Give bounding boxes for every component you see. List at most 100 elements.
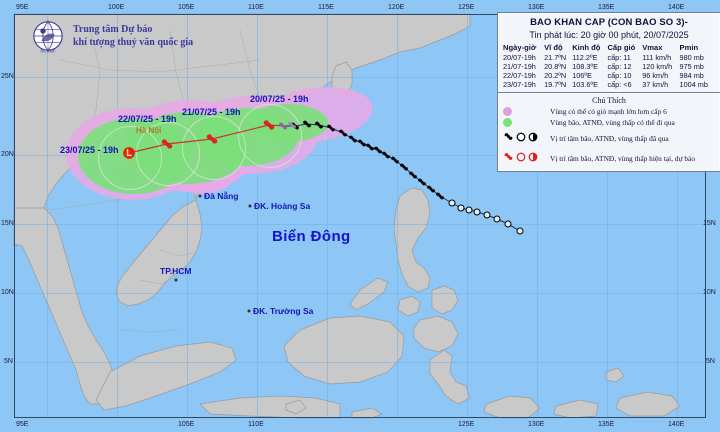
lon-tick-label: 140E (668, 4, 685, 11)
lat-tick-label: 5N (4, 358, 13, 365)
lon-tick-label: 100E (108, 4, 125, 11)
black-cyclone-icon (381, 150, 392, 161)
open-circle-icon (473, 208, 481, 216)
lat-tick-label: 10N (1, 289, 14, 296)
green-circle-icon (503, 118, 512, 127)
cell-datetime: 22/07-19h (503, 71, 536, 80)
purple-circle-icon (503, 107, 512, 116)
legend-label: Vị trí tâm bão, ATNĐ, vùng thấp đã qua (550, 133, 669, 143)
legend-icons (503, 118, 545, 127)
lat-tick-label: 20N (1, 151, 14, 158)
city-dot-danang (198, 194, 202, 198)
black-cyclone-icon (435, 191, 446, 202)
lat-tick-label: 15N (703, 220, 716, 227)
table-row: 23/07-19h 19.7ºN 103.6ºE cấp: <6 37 km/h… (503, 80, 715, 89)
open-circle-icon (516, 227, 524, 235)
lon-tick-label: 110E (248, 4, 264, 11)
legend-label: Vùng bão, ATNĐ, vùng thấp có thể đi qua (550, 118, 675, 127)
cell-latitude: 20.8ºN (544, 62, 567, 71)
lat-tick-label: 25N (1, 73, 14, 80)
lon-tick-label: 135E (598, 4, 615, 11)
cell-windlevel: cấp: <6 (607, 80, 632, 89)
legend-row-past-positions: Vị trí tâm bão, ATNĐ, vùng thấp đã qua (503, 129, 715, 147)
open-circle-icon (504, 220, 512, 228)
lon-tick-label: 130E (528, 421, 545, 428)
sea-label-bien-dong: Biển Đông (272, 228, 351, 245)
lon-tick-label: 95E (16, 4, 29, 11)
table-row: 22/07-19h 20.2ºN 106ºE cấp: 10 96 km/h 9… (503, 71, 715, 80)
lon-tick-label: 105E (178, 421, 195, 428)
black-cyclone-icon (302, 119, 313, 130)
cell-pmin: 984 mb (679, 71, 704, 80)
legend-label: Vùng có thể có gió mạnh lớn hơn cấp 6 (550, 107, 667, 116)
lat-tick-label: 15N (1, 220, 14, 227)
lon-tick-label: 110E (248, 421, 264, 428)
svg-text:NCHMF: NCHMF (40, 49, 55, 54)
col-windlevel: Cấp gió (607, 43, 636, 52)
island-dot-truongsa (247, 309, 251, 313)
cell-pmin: 1004 mb (679, 80, 708, 89)
cell-longitude: 112.2ºE (572, 53, 598, 62)
open-circle-icon (457, 204, 465, 212)
col-latitude: Vĩ độ (544, 43, 563, 52)
legend-row-current-forecast: Vị trí tâm bão, ATNĐ, vùng thấp hiện tại… (503, 149, 715, 167)
track-date-label-23-07: 23/07/25 - 19h (60, 145, 119, 155)
black-cyclone-icon (408, 170, 419, 181)
cell-longitude: 103.6ºE (572, 80, 598, 89)
cell-latitude: 19.7ºN (544, 80, 567, 89)
black-cyclone-icon (348, 134, 359, 145)
cell-windlevel: cấp: 11 (607, 53, 631, 62)
agency-name-line1: Trung tâm Dự báo (73, 23, 153, 35)
black-cyclone-icon (314, 120, 325, 131)
track-date-label-21-07: 21/07/25 - 19h (182, 107, 241, 117)
lon-tick-label: 120E (388, 4, 405, 11)
purple-cyclone-icon (278, 121, 289, 132)
col-datetime: Ngày-giờ (503, 43, 537, 52)
city-label-danang: Đà Nẵng (204, 191, 239, 201)
legend-row-warning-area: Vùng có thể có gió mạnh lớn hơn cấp 6 (503, 107, 715, 116)
cell-vmax: 37 km/h (642, 80, 669, 89)
lon-tick-label: 115E (318, 4, 334, 11)
cell-windlevel: cấp: 10 (607, 71, 632, 80)
black-cyclone-icon (503, 129, 514, 147)
cell-vmax: 96 km/h (642, 71, 669, 80)
cell-windlevel: cấp: 12 (607, 62, 632, 71)
agency-header: NCHMF Trung tâm Dự báo khí tượng thuỷ vă… (28, 16, 193, 56)
red-cyclone-icon (503, 149, 514, 167)
island-label-hoangsa: ĐK. Hoàng Sa (254, 201, 311, 211)
black-half-circle-icon (528, 129, 538, 147)
purple-cyclone-icon (287, 120, 298, 131)
black-cyclone-icon (357, 138, 368, 149)
lon-tick-label: 135E (598, 421, 615, 428)
table-header-row: Ngày-giờ Vĩ độ Kinh độ Cấp gió Vmax Pmin (503, 43, 715, 53)
lon-tick-label: 125E (458, 4, 475, 11)
black-cyclone-icon (326, 123, 337, 134)
storm-info-panel: BAO KHAN CAP (CON BAO SO 3)- Tin phát lú… (497, 12, 720, 95)
cell-latitude: 21.7ºN (544, 53, 567, 62)
red-circle-icon (516, 149, 526, 167)
red-cyclone-icon-forecast (205, 132, 219, 146)
table-row: 21/07-19h 20.8ºN 108.3ºE cấp: 12 120 km/… (503, 62, 715, 71)
cell-vmax: 111 km/h (642, 53, 672, 62)
panel-title: BAO KHAN CAP (CON BAO SO 3)- (530, 17, 688, 28)
legend-row-path-area: Vùng bão, ATNĐ, vùng thấp có thể đi qua (503, 118, 715, 127)
legend-icons (503, 107, 545, 116)
legend-label: Vị trí tâm bão, ATNĐ, vùng thấp hiện tại… (550, 153, 696, 163)
open-circle-icon (448, 199, 456, 207)
cell-datetime: 21/07-19h (503, 62, 536, 71)
globe-logo-icon: NCHMF (28, 16, 68, 56)
lon-tick-label: 125E (458, 421, 475, 428)
black-cyclone-icon (365, 142, 376, 153)
legend-panel: Chú Thích Vùng có thể có gió mạnh lớn hơ… (497, 92, 720, 172)
city-label-hanoi: Hà Nội (136, 126, 162, 135)
track-date-label-22-07: 22/07/25 - 19h (118, 114, 177, 124)
forecast-table: Ngày-giờ Vĩ độ Kinh độ Cấp gió Vmax Pmin… (503, 43, 715, 89)
panel-issue-time: Tin phát lúc: 20 giờ 00 phút, 20/07/2025 (529, 30, 689, 40)
col-pmin: Pmin (679, 43, 699, 52)
lon-tick-label: 140E (668, 421, 685, 428)
agency-name-line2: khí tượng thuỷ văn quốc gia (73, 37, 194, 48)
cell-pmin: 980 mb (679, 53, 704, 62)
col-longitude: Kinh độ (572, 43, 601, 52)
lon-tick-label: 95E (16, 421, 29, 428)
